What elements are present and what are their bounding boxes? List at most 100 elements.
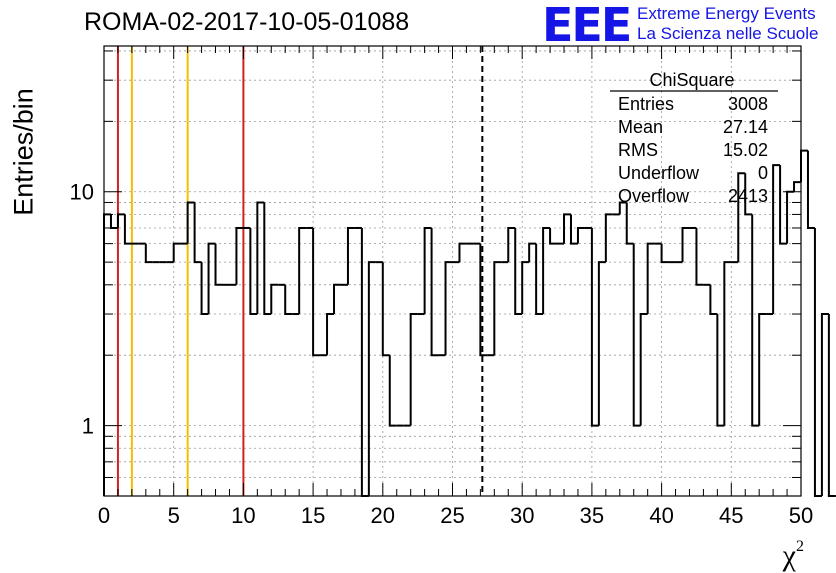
histogram-bin	[569, 214, 578, 245]
histogram-bin	[604, 213, 613, 263]
x-axis-label-main: χ	[782, 539, 796, 572]
eee-logo: EEE	[542, 0, 632, 52]
histogram-bin	[116, 213, 125, 228]
y-tick-label: 10	[70, 180, 94, 205]
histogram-layer	[103, 149, 836, 497]
histogram-bin	[312, 227, 321, 357]
histogram-bin	[751, 214, 760, 427]
histogram-bin	[493, 261, 502, 356]
histogram-bin	[660, 243, 669, 264]
histogram-bin	[800, 149, 808, 183]
histogram-bin	[786, 190, 795, 244]
histogram-bin	[479, 243, 488, 357]
histogram-bin	[758, 313, 767, 426]
logo-subtitle-line1: Extreme Energy Events	[637, 4, 816, 23]
histogram-bin	[806, 150, 815, 229]
histogram-bin	[333, 283, 341, 315]
histogram-bin	[186, 201, 195, 244]
histogram-bin	[256, 201, 265, 315]
histogram-bin	[123, 214, 132, 245]
histogram-bin	[576, 226, 585, 244]
x-tick-label: 50	[789, 503, 813, 528]
histogram-bin	[367, 261, 376, 496]
histogram-bin	[235, 226, 244, 285]
stats-label: Underflow	[618, 163, 700, 183]
histogram-bin	[744, 173, 753, 216]
histogram-bin	[681, 226, 690, 263]
histogram-bin	[549, 227, 558, 245]
histogram-bin	[695, 227, 704, 286]
histogram-bin	[625, 202, 634, 245]
histogram-bin	[618, 201, 627, 215]
histogram-bin	[590, 227, 599, 427]
histogram-bin	[632, 243, 641, 427]
histogram-bin	[723, 261, 732, 426]
stats-value: 0	[758, 163, 768, 183]
histogram-bin	[514, 227, 523, 316]
histogram-bin	[813, 227, 822, 497]
histogram-bin	[521, 261, 530, 315]
x-tick-label: 35	[580, 503, 604, 528]
x-tick-label: 25	[440, 503, 464, 528]
histogram-bin	[639, 313, 648, 426]
x-tick-label: 5	[168, 503, 180, 528]
x-tick-label: 0	[98, 503, 110, 528]
histogram-bin	[326, 313, 335, 356]
histogram-bin	[109, 214, 118, 229]
stats-label: Overflow	[618, 186, 690, 206]
histogram-bin	[563, 213, 571, 244]
histogram-bin	[249, 227, 258, 316]
histogram-bin	[284, 284, 293, 316]
histogram-bin	[144, 243, 153, 264]
stats-value: 15.02	[723, 140, 768, 160]
x-tick-label: 45	[719, 503, 743, 528]
marker-lines-layer	[116, 46, 484, 496]
histogram-bin	[388, 355, 397, 427]
histogram-bin	[444, 261, 453, 356]
histogram-bin	[200, 262, 209, 316]
histogram-bin	[298, 226, 307, 315]
x-tick-label: 20	[371, 503, 395, 528]
x-tick-label: 10	[231, 503, 255, 528]
histogram-bin	[779, 165, 788, 245]
histogram-bin	[193, 202, 202, 264]
histogram-bin	[172, 242, 181, 263]
histogram-bin	[542, 226, 551, 315]
histogram-bin	[458, 242, 467, 263]
run-title: ROMA-02-2017-10-05-01088	[84, 8, 410, 36]
y-tick-label: 1	[82, 414, 94, 439]
histogram-bin	[360, 227, 369, 497]
histogram-bin	[270, 283, 279, 315]
histogram-bin	[827, 314, 836, 497]
histogram-bin	[214, 243, 223, 286]
histogram-bin	[409, 313, 418, 426]
stats-label: Entries	[618, 94, 674, 114]
x-tick-label: 30	[510, 503, 534, 528]
x-axis-label-superscript: 2	[796, 538, 804, 555]
histogram-bin	[207, 242, 216, 315]
stats-label: RMS	[618, 140, 658, 160]
stats-value: 2413	[728, 186, 768, 206]
histogram-bin	[597, 261, 606, 426]
x-tick-label: 15	[301, 503, 325, 528]
histogram-bin	[263, 202, 272, 316]
histogram-bin	[528, 242, 537, 263]
x-tick-label: 40	[649, 503, 673, 528]
histogram-bin	[737, 172, 746, 263]
histogram-bin	[346, 226, 355, 285]
histogram-bin	[507, 226, 516, 263]
histogram-bin	[535, 243, 544, 316]
histogram-bin	[709, 284, 718, 316]
stats-value: 3008	[728, 94, 768, 114]
stats-title: ChiSquare	[649, 70, 734, 90]
histogram-bin	[772, 164, 781, 315]
x-axis-label: χ2	[783, 538, 804, 573]
histogram-bin	[381, 262, 390, 357]
stats-value: 27.14	[723, 117, 768, 137]
histogram-bin	[793, 181, 801, 192]
stats-label: Mean	[618, 117, 663, 137]
histogram-bin	[820, 313, 829, 496]
histogram-bin	[646, 242, 655, 315]
logo-subtitle-line2: La Scienza nelle Scuole	[637, 24, 819, 43]
